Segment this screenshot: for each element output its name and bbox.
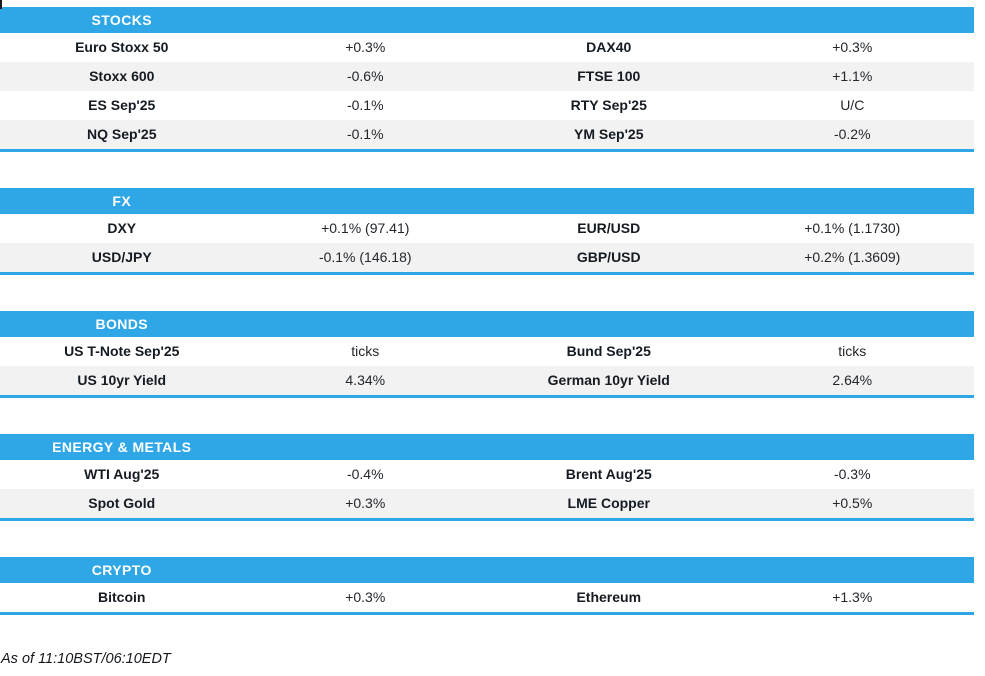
instrument-name: LME Copper — [567, 495, 650, 511]
section-title: STOCKS — [91, 12, 152, 28]
instrument-change: -0.3% — [833, 466, 871, 482]
table-row: Stoxx 600 -0.6% FTSE 100 +1.1% — [0, 62, 974, 91]
section-title: CRYPTO — [91, 562, 152, 578]
instrument-name: US 10yr Yield — [77, 372, 167, 388]
instrument-change: U/C — [840, 97, 865, 113]
table-row: Euro Stoxx 50 +0.3% DAX40 +0.3% — [0, 33, 974, 62]
market-section-crypto: CRYPTO Bitcoin +0.3% Ethereum +1.3% — [0, 557, 974, 615]
section-header-bar: FX — [0, 188, 974, 214]
instrument-name: Spot Gold — [88, 495, 156, 511]
instrument-name: Bund Sep'25 — [566, 343, 651, 359]
section-header-bar: ENERGY & METALS — [0, 434, 974, 460]
instrument-change: ticks — [351, 343, 380, 359]
instrument-change: -0.1% (146.18) — [318, 249, 412, 265]
instrument-name: Euro Stoxx 50 — [75, 39, 169, 55]
instrument-change: -0.1% — [346, 97, 384, 113]
instrument-name: Brent Aug'25 — [565, 466, 652, 482]
table-row: DXY +0.1% (97.41) EUR/USD +0.1% (1.1730) — [0, 214, 974, 243]
instrument-change: -0.2% — [833, 126, 871, 142]
instrument-name: WTI Aug'25 — [84, 466, 160, 482]
market-section-stocks: STOCKS Euro Stoxx 50 +0.3% DAX40 +0.3% S… — [0, 7, 974, 152]
market-section-energy-metals: ENERGY & METALS WTI Aug'25 -0.4% Brent A… — [0, 434, 974, 521]
instrument-change: +1.1% — [832, 68, 873, 84]
instrument-change: +0.3% — [345, 589, 386, 605]
instrument-change: +0.5% — [832, 495, 873, 511]
table-row: ES Sep'25 -0.1% RTY Sep'25 U/C — [0, 91, 974, 120]
market-section-bonds: BONDS US T-Note Sep'25 ticks Bund Sep'25… — [0, 311, 974, 398]
instrument-name: YM Sep'25 — [574, 126, 644, 142]
instrument-name: EUR/USD — [577, 220, 641, 236]
table-row: USD/JPY -0.1% (146.18) GBP/USD +0.2% (1.… — [0, 243, 974, 272]
section-title: ENERGY & METALS — [52, 439, 192, 455]
instrument-name: DXY — [107, 220, 137, 236]
instrument-name: Ethereum — [576, 589, 642, 605]
table-row: US 10yr Yield 4.34% German 10yr Yield 2.… — [0, 366, 974, 395]
section-rows: WTI Aug'25 -0.4% Brent Aug'25 -0.3% Spot… — [0, 460, 974, 518]
instrument-change: ticks — [838, 343, 867, 359]
instrument-name: US T-Note Sep'25 — [64, 343, 180, 359]
section-header-bar: STOCKS — [0, 7, 974, 33]
section-rows: Bitcoin +0.3% Ethereum +1.3% — [0, 583, 974, 612]
instrument-name: USD/JPY — [91, 249, 152, 265]
instrument-change: +0.3% — [345, 39, 386, 55]
instrument-change: +0.1% (97.41) — [321, 220, 410, 236]
crop-artifact-mark — [0, 0, 2, 9]
instrument-name: FTSE 100 — [577, 68, 641, 84]
instrument-name: ES Sep'25 — [88, 97, 156, 113]
table-row: US T-Note Sep'25 ticks Bund Sep'25 ticks — [0, 337, 974, 366]
section-header-bar: CRYPTO — [0, 557, 974, 583]
timestamp-note: As of 11:10BST/06:10EDT — [1, 651, 171, 667]
sections-container: STOCKS Euro Stoxx 50 +0.3% DAX40 +0.3% S… — [0, 7, 985, 615]
instrument-name: German 10yr Yield — [547, 372, 670, 388]
section-rows: Euro Stoxx 50 +0.3% DAX40 +0.3% Stoxx 60… — [0, 33, 974, 149]
section-title: FX — [112, 193, 132, 209]
instrument-name: DAX40 — [586, 39, 632, 55]
table-row: WTI Aug'25 -0.4% Brent Aug'25 -0.3% — [0, 460, 974, 489]
section-rows: US T-Note Sep'25 ticks Bund Sep'25 ticks… — [0, 337, 974, 395]
instrument-name: Stoxx 600 — [89, 68, 155, 84]
instrument-change: +0.3% — [345, 495, 386, 511]
instrument-change: -0.6% — [346, 68, 384, 84]
instrument-change: 4.34% — [345, 372, 386, 388]
instrument-change: +0.1% (1.1730) — [804, 220, 901, 236]
instrument-name: RTY Sep'25 — [570, 97, 647, 113]
instrument-change: 2.64% — [832, 372, 873, 388]
instrument-name: Bitcoin — [98, 589, 146, 605]
section-rows: DXY +0.1% (97.41) EUR/USD +0.1% (1.1730)… — [0, 214, 974, 272]
instrument-change: +0.3% — [832, 39, 873, 55]
section-header-bar: BONDS — [0, 311, 974, 337]
instrument-name: NQ Sep'25 — [87, 126, 157, 142]
table-row: Bitcoin +0.3% Ethereum +1.3% — [0, 583, 974, 612]
table-row: NQ Sep'25 -0.1% YM Sep'25 -0.2% — [0, 120, 974, 149]
instrument-name: GBP/USD — [576, 249, 641, 265]
section-title: BONDS — [95, 316, 149, 332]
instrument-change: +1.3% — [832, 589, 873, 605]
table-row: Spot Gold +0.3% LME Copper +0.5% — [0, 489, 974, 518]
instrument-change: -0.1% — [346, 126, 384, 142]
instrument-change: -0.4% — [346, 466, 384, 482]
market-section-fx: FX DXY +0.1% (97.41) EUR/USD +0.1% (1.17… — [0, 188, 974, 275]
instrument-change: +0.2% (1.3609) — [804, 249, 901, 265]
